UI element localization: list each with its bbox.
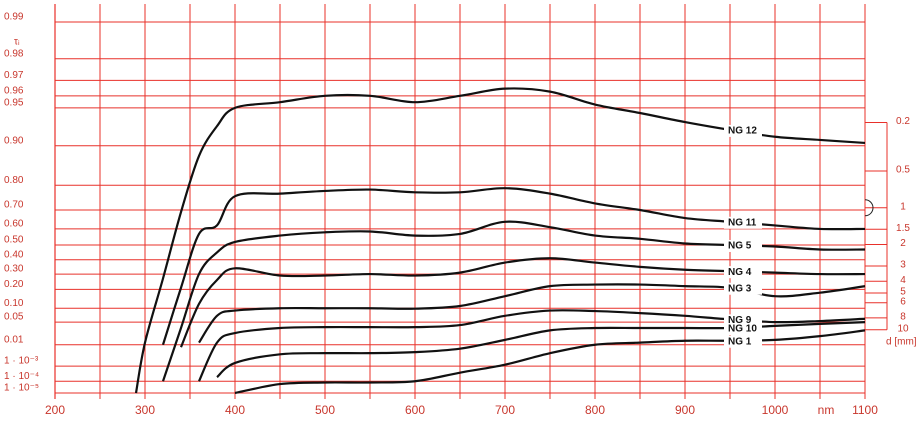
series-label-bg	[724, 239, 762, 252]
series-label: NG 1	[728, 336, 752, 347]
y2-tick-label: 4	[900, 275, 906, 286]
x-tick-label: 800	[585, 403, 605, 417]
data-line	[134, 87, 866, 394]
y-tick-label: 1 · 10⁻³	[4, 356, 39, 367]
y-tick-label: 0.01	[4, 334, 24, 345]
reference-marker	[864, 199, 874, 217]
y2-tick-label: 0.2	[896, 116, 910, 127]
series-label: NG 10	[728, 324, 757, 335]
x-tick-label: 1100	[852, 403, 878, 417]
series-label: NG 11	[728, 217, 757, 228]
series-label-bg	[724, 282, 762, 295]
series-label: NG 4	[728, 267, 752, 278]
series-label: NG 3	[728, 283, 752, 294]
x-tick-label: 300	[135, 403, 155, 417]
y-tick-label: 1 · 10⁻⁴	[4, 371, 39, 382]
y-tick-label: 0.40	[4, 249, 24, 260]
x-tick-label: 400	[225, 403, 245, 417]
y-tick-label: 0.98	[4, 48, 24, 59]
series-label-bg	[724, 323, 762, 336]
y-tick-label: 0.50	[4, 235, 24, 246]
series-label-bg	[724, 266, 762, 279]
y2-tick-label: 5	[900, 287, 906, 298]
y-tick-label: 0.80	[4, 175, 24, 186]
y-tick-label: 0.95	[4, 97, 24, 108]
y2-axis-label: d [mm]	[886, 337, 917, 348]
x-tick-label: 600	[405, 403, 425, 417]
series-label-bg	[724, 216, 762, 229]
y-tick-label: 0.97	[4, 70, 24, 81]
y-tick-label: 0.96	[4, 85, 24, 96]
y-tick-label: 0.30	[4, 264, 24, 275]
x-unit-label: nm	[818, 403, 835, 417]
y-tick-label: 1 · 10⁻⁵	[4, 383, 39, 394]
x-tick-label: 200	[45, 403, 65, 417]
x-tick-label: 700	[495, 403, 515, 417]
series-label-bg	[724, 335, 762, 348]
y2-tick-label: 10	[897, 323, 909, 334]
y2-tick-label: 3	[900, 260, 906, 271]
y2-tick-label: 1	[900, 201, 906, 212]
series-label: NG 5	[728, 241, 752, 252]
y2-tick-label: 8	[900, 312, 906, 323]
y-tick-label: 0.60	[4, 219, 24, 230]
y-tick-label: 0.05	[4, 312, 24, 323]
y-tick-label: 0.70	[4, 200, 24, 211]
y2-tick-label: 2	[900, 238, 906, 249]
series-label: NG 9	[728, 315, 752, 326]
y-tick-label: 0.10	[4, 298, 24, 309]
y2-tick-label: 1.5	[896, 223, 910, 234]
y-tick-label: 0.99	[4, 12, 24, 23]
y2-tick-label: 6	[900, 296, 906, 307]
series-label-bg	[724, 124, 762, 137]
x-tick-label: 500	[315, 403, 335, 417]
series-label: NG 12	[728, 126, 757, 137]
y-tick-label: 0.90	[4, 135, 24, 146]
x-tick-label: 900	[675, 403, 695, 417]
y-axis-label: τᵢ	[14, 37, 20, 48]
y2-tick-label: 0.5	[896, 165, 910, 176]
x-tick-label: 1000	[762, 403, 789, 417]
y-tick-label: 0.20	[4, 279, 24, 290]
